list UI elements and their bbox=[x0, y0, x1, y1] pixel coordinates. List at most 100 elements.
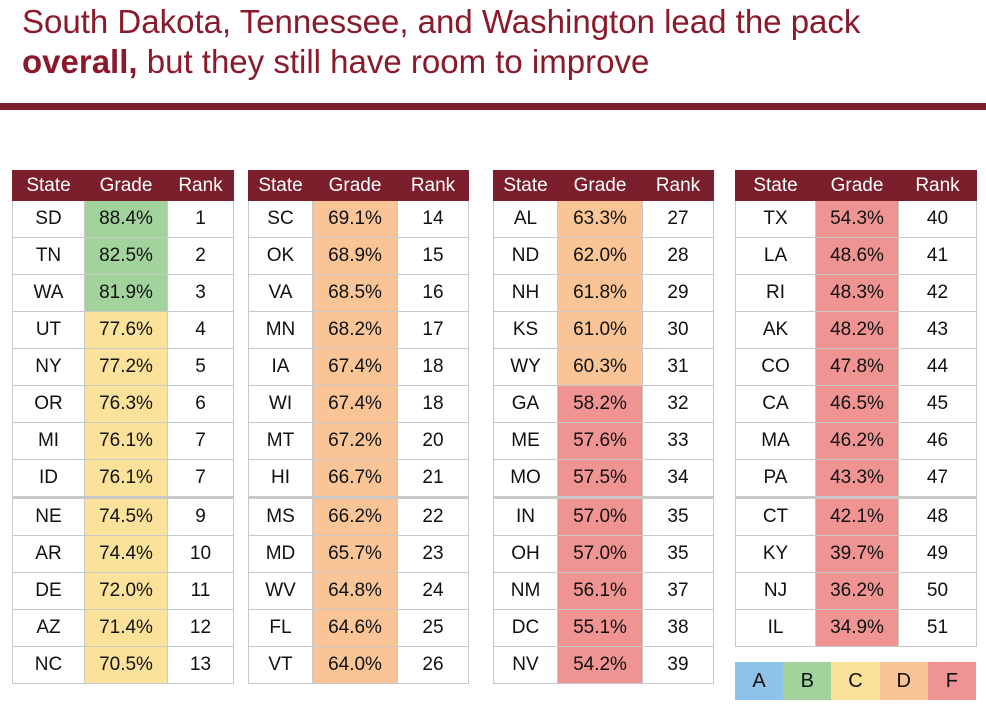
grade-cell: 64.6% bbox=[312, 609, 398, 647]
rank-cell: 18 bbox=[397, 385, 469, 423]
grade-cell: 63.3% bbox=[557, 200, 643, 238]
grade-cell: 62.0% bbox=[557, 237, 643, 275]
state-cell: MD bbox=[248, 535, 313, 573]
header-row: State Grade Rank bbox=[735, 170, 977, 201]
table-row: UT 77.6% 4 bbox=[12, 311, 234, 349]
rank-cell: 7 bbox=[167, 459, 234, 499]
table-row: NC 70.5% 13 bbox=[12, 646, 234, 684]
grade-cell: 64.0% bbox=[312, 646, 398, 684]
table-row: LA 48.6% 41 bbox=[735, 237, 977, 275]
rank-cell: 4 bbox=[167, 311, 234, 349]
column-header: Grade bbox=[557, 170, 643, 201]
grade-cell: 74.4% bbox=[84, 535, 168, 573]
table-row: CT 42.1% 48 bbox=[735, 497, 977, 536]
rank-cell: 48 bbox=[898, 497, 977, 536]
table-row: OR 76.3% 6 bbox=[12, 385, 234, 423]
rank-cell: 30 bbox=[642, 311, 714, 349]
rank-cell: 39 bbox=[642, 646, 714, 684]
column-header: Grade bbox=[84, 170, 168, 201]
rank-cell: 42 bbox=[898, 274, 977, 312]
table-row: HI 66.7% 21 bbox=[248, 459, 469, 499]
grade-cell: 76.1% bbox=[84, 422, 168, 460]
state-cell: ID bbox=[12, 459, 85, 499]
grade-cell: 70.5% bbox=[84, 646, 168, 684]
state-cell: IL bbox=[735, 609, 816, 647]
rank-cell: 23 bbox=[397, 535, 469, 573]
grade-cell: 56.1% bbox=[557, 572, 643, 610]
state-cell: AR bbox=[12, 535, 85, 573]
table-row: SC 69.1% 14 bbox=[248, 200, 469, 238]
table-row: DE 72.0% 11 bbox=[12, 572, 234, 610]
grade-cell: 57.0% bbox=[557, 497, 643, 536]
state-cell: PA bbox=[735, 459, 816, 499]
column-header: Rank bbox=[642, 170, 714, 201]
rank-cell: 33 bbox=[642, 422, 714, 460]
table-row: ND 62.0% 28 bbox=[493, 237, 714, 275]
rank-cell: 28 bbox=[642, 237, 714, 275]
table-row: OH 57.0% 35 bbox=[493, 535, 714, 573]
grade-cell: 72.0% bbox=[84, 572, 168, 610]
rank-cell: 17 bbox=[397, 311, 469, 349]
table-row: CA 46.5% 45 bbox=[735, 385, 977, 423]
state-cell: HI bbox=[248, 459, 313, 499]
table-row: KS 61.0% 30 bbox=[493, 311, 714, 349]
table-row: TX 54.3% 40 bbox=[735, 200, 977, 238]
rank-cell: 12 bbox=[167, 609, 234, 647]
legend-item-a: A bbox=[735, 662, 784, 700]
rank-cell: 45 bbox=[898, 385, 977, 423]
state-cell: MI bbox=[12, 422, 85, 460]
table-row: AZ 71.4% 12 bbox=[12, 609, 234, 647]
header-row: State Grade Rank bbox=[12, 170, 234, 201]
grade-cell: 65.7% bbox=[312, 535, 398, 573]
state-cell: NC bbox=[12, 646, 85, 684]
rank-cell: 6 bbox=[167, 385, 234, 423]
grade-cell: 48.6% bbox=[815, 237, 899, 275]
rank-cell: 29 bbox=[642, 274, 714, 312]
grade-cell: 43.3% bbox=[815, 459, 899, 499]
table-row: IA 67.4% 18 bbox=[248, 348, 469, 386]
rank-cell: 15 bbox=[397, 237, 469, 275]
table-row: MS 66.2% 22 bbox=[248, 497, 469, 536]
grade-cell: 57.6% bbox=[557, 422, 643, 460]
grade-cell: 71.4% bbox=[84, 609, 168, 647]
table-row: NH 61.8% 29 bbox=[493, 274, 714, 312]
table-row: NV 54.2% 39 bbox=[493, 646, 714, 684]
column-header: Grade bbox=[312, 170, 398, 201]
table-row: MA 46.2% 46 bbox=[735, 422, 977, 460]
state-cell: MS bbox=[248, 497, 313, 536]
grade-cell: 68.5% bbox=[312, 274, 398, 312]
grade-cell: 58.2% bbox=[557, 385, 643, 423]
state-cell: OK bbox=[248, 237, 313, 275]
state-cell: CT bbox=[735, 497, 816, 536]
table-row: VA 68.5% 16 bbox=[248, 274, 469, 312]
state-cell: WV bbox=[248, 572, 313, 610]
grade-cell: 36.2% bbox=[815, 572, 899, 610]
grade-cell: 54.3% bbox=[815, 200, 899, 238]
table-row: CO 47.8% 44 bbox=[735, 348, 977, 386]
legend-item-d: D bbox=[879, 662, 928, 700]
rank-cell: 2 bbox=[167, 237, 234, 275]
rank-cell: 51 bbox=[898, 609, 977, 647]
table-row: FL 64.6% 25 bbox=[248, 609, 469, 647]
rank-cell: 50 bbox=[898, 572, 977, 610]
state-cell: DE bbox=[12, 572, 85, 610]
grade-cell: 60.3% bbox=[557, 348, 643, 386]
table-row: IL 34.9% 51 bbox=[735, 609, 977, 647]
state-cell: FL bbox=[248, 609, 313, 647]
page-title: South Dakota, Tennessee, and Washington … bbox=[22, 2, 972, 82]
grade-cell: 66.2% bbox=[312, 497, 398, 536]
table-row: DC 55.1% 38 bbox=[493, 609, 714, 647]
grades-table-2: State Grade Rank SC 69.1% 14 OK 68.9% 15 VA 68.5% 1… bbox=[248, 170, 469, 684]
rank-cell: 34 bbox=[642, 459, 714, 499]
rank-cell: 40 bbox=[898, 200, 977, 238]
state-cell: MA bbox=[735, 422, 816, 460]
grade-cell: 54.2% bbox=[557, 646, 643, 684]
title-line-2-rest: but they still have room to improve bbox=[137, 43, 650, 80]
rank-cell: 14 bbox=[397, 200, 469, 238]
table-row: MI 76.1% 7 bbox=[12, 422, 234, 460]
table-row: AL 63.3% 27 bbox=[493, 200, 714, 238]
grade-cell: 57.0% bbox=[557, 535, 643, 573]
state-cell: ME bbox=[493, 422, 558, 460]
column-header: State bbox=[248, 170, 313, 201]
state-cell: GA bbox=[493, 385, 558, 423]
